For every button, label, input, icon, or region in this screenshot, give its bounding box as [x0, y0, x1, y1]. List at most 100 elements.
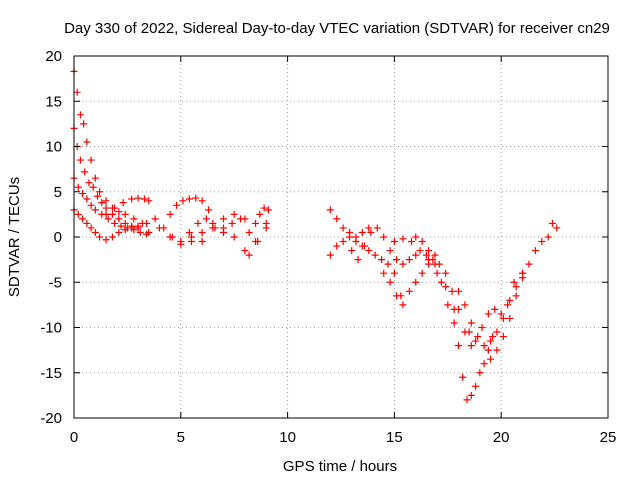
y-tick-label: 5	[54, 184, 62, 201]
data-point	[467, 319, 475, 327]
data-point	[373, 224, 381, 232]
data-point	[491, 305, 499, 313]
data-point	[405, 287, 413, 295]
data-point	[245, 228, 253, 236]
data-point	[155, 224, 163, 232]
data-point	[499, 314, 507, 322]
data-point	[480, 342, 488, 350]
data-point	[115, 208, 123, 216]
data-point	[194, 219, 202, 227]
data-point	[260, 204, 268, 212]
data-point	[478, 324, 486, 331]
data-points	[70, 67, 561, 404]
data-point	[264, 206, 272, 214]
data-point	[384, 260, 392, 268]
y-tick-label: -20	[40, 410, 62, 427]
x-tick-label: 10	[279, 429, 296, 446]
data-point	[365, 224, 373, 232]
data-point	[367, 228, 375, 236]
data-point	[209, 224, 217, 232]
data-point	[333, 215, 341, 223]
data-point	[512, 283, 520, 291]
data-point	[83, 138, 91, 146]
data-point	[202, 215, 210, 223]
data-point	[506, 314, 514, 322]
data-point	[83, 195, 91, 203]
data-point	[104, 215, 112, 223]
data-point	[484, 310, 492, 318]
data-point	[252, 238, 260, 246]
data-point	[393, 256, 401, 264]
series-arc-20	[465, 278, 518, 345]
y-tick-label: 15	[45, 93, 62, 110]
grid-lines	[74, 56, 608, 418]
series-arc-17	[422, 251, 475, 350]
data-point	[487, 337, 495, 345]
data-point	[177, 240, 185, 248]
series-arc-22	[519, 238, 546, 282]
data-point	[393, 292, 401, 300]
data-point	[91, 174, 99, 182]
data-point	[454, 287, 462, 295]
data-point	[102, 236, 110, 244]
data-point	[538, 238, 546, 246]
data-point	[85, 179, 93, 187]
data-point	[467, 391, 475, 399]
data-point	[198, 197, 206, 205]
data-point	[91, 228, 99, 236]
data-point	[531, 247, 539, 255]
series-arc-11	[326, 233, 405, 300]
data-point	[145, 197, 153, 205]
data-point	[422, 251, 430, 259]
data-point	[433, 269, 441, 277]
data-point	[102, 204, 110, 212]
data-point	[91, 206, 99, 214]
data-point	[83, 219, 91, 227]
data-point	[339, 224, 347, 232]
data-point	[354, 256, 362, 264]
data-point	[108, 233, 116, 241]
data-point	[245, 251, 253, 259]
data-point	[378, 256, 386, 264]
data-point	[512, 292, 520, 300]
data-point	[87, 224, 95, 232]
data-point	[79, 215, 87, 223]
data-point	[179, 197, 187, 205]
data-point	[136, 228, 144, 236]
data-point	[412, 278, 420, 286]
series-arc-7	[166, 194, 213, 218]
data-point	[117, 222, 125, 230]
data-point	[230, 210, 238, 218]
data-point	[115, 228, 123, 236]
series-arc-15	[390, 235, 450, 291]
data-point	[98, 199, 106, 207]
data-point	[465, 328, 473, 336]
data-point	[346, 228, 354, 236]
x-axis-ticks: 0 5 10 15 20 25	[70, 56, 617, 446]
data-point	[390, 269, 398, 277]
x-axis-label: GPS time / hours	[283, 458, 397, 475]
x-tick-label: 0	[70, 429, 78, 446]
data-point	[81, 168, 89, 176]
data-point	[450, 305, 458, 313]
data-point	[365, 247, 373, 255]
y-tick-label: -10	[40, 320, 62, 337]
data-point	[544, 233, 552, 241]
data-point	[472, 382, 480, 390]
data-point	[504, 301, 512, 309]
data-point	[348, 247, 356, 255]
data-point	[472, 337, 480, 345]
y-axis-label: SDTVAR / TECUs	[6, 177, 23, 297]
data-point	[412, 233, 420, 241]
data-point	[134, 194, 142, 202]
series-arc-13	[348, 224, 420, 268]
data-point	[241, 215, 249, 223]
data-point	[262, 224, 270, 232]
data-point	[121, 226, 129, 234]
data-point	[205, 206, 213, 214]
chart-title: Day 330 of 2022, Sidereal Day-to-day VTE…	[64, 20, 610, 37]
data-point	[519, 274, 527, 282]
x-tick-label: 25	[600, 429, 617, 446]
data-point	[73, 88, 81, 96]
data-point	[115, 215, 123, 223]
